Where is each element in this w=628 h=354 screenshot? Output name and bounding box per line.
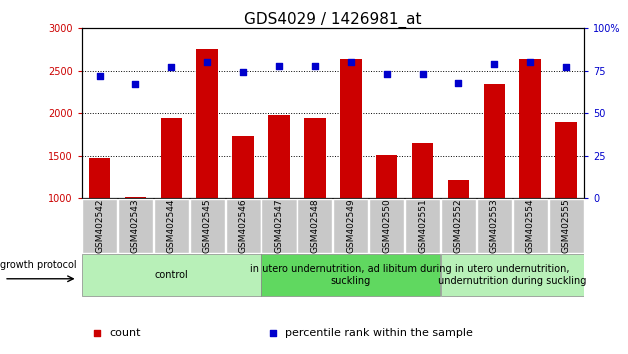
- Text: GSM402544: GSM402544: [167, 199, 176, 253]
- FancyBboxPatch shape: [333, 199, 369, 252]
- FancyBboxPatch shape: [118, 199, 153, 252]
- Bar: [448, 180, 469, 198]
- FancyBboxPatch shape: [477, 199, 512, 252]
- Bar: [197, 49, 218, 198]
- Text: GSM402542: GSM402542: [95, 199, 104, 253]
- FancyBboxPatch shape: [297, 199, 332, 252]
- Point: [202, 59, 212, 65]
- Bar: [304, 118, 326, 198]
- Bar: [232, 136, 254, 198]
- Bar: [268, 115, 290, 198]
- Bar: [484, 84, 505, 198]
- Point: [131, 81, 141, 87]
- FancyBboxPatch shape: [190, 199, 225, 252]
- Point: [525, 59, 535, 65]
- Text: GSM402549: GSM402549: [346, 198, 355, 253]
- Text: GSM402552: GSM402552: [454, 198, 463, 253]
- FancyBboxPatch shape: [441, 254, 583, 297]
- Point: [561, 64, 571, 70]
- Point: [166, 64, 176, 70]
- FancyBboxPatch shape: [82, 199, 117, 252]
- Point: [418, 72, 428, 77]
- Bar: [519, 59, 541, 198]
- Point: [274, 63, 284, 69]
- Text: growth protocol: growth protocol: [0, 261, 77, 270]
- Text: in utero undernutrition, ad libitum during
suckling: in utero undernutrition, ad libitum duri…: [250, 264, 452, 286]
- Point: [465, 169, 475, 175]
- FancyBboxPatch shape: [441, 199, 476, 252]
- FancyBboxPatch shape: [369, 199, 404, 252]
- Text: GSM402555: GSM402555: [561, 198, 571, 253]
- Bar: [412, 143, 433, 198]
- Title: GDS4029 / 1426981_at: GDS4029 / 1426981_at: [244, 12, 421, 28]
- Point: [346, 59, 356, 65]
- Text: GSM402554: GSM402554: [526, 198, 534, 253]
- Text: control: control: [154, 270, 188, 280]
- Text: GSM402547: GSM402547: [274, 198, 283, 253]
- Point: [95, 73, 105, 79]
- FancyBboxPatch shape: [225, 199, 261, 252]
- Text: GSM402551: GSM402551: [418, 198, 427, 253]
- Bar: [340, 59, 362, 198]
- Bar: [376, 155, 398, 198]
- FancyBboxPatch shape: [548, 199, 583, 252]
- Text: percentile rank within the sample: percentile rank within the sample: [285, 328, 473, 338]
- FancyBboxPatch shape: [512, 199, 548, 252]
- Point: [382, 72, 392, 77]
- Text: GSM402548: GSM402548: [310, 198, 320, 253]
- Text: GSM402553: GSM402553: [490, 198, 499, 253]
- Text: GSM402550: GSM402550: [382, 198, 391, 253]
- FancyBboxPatch shape: [261, 254, 440, 297]
- Point: [310, 63, 320, 69]
- Text: GSM402545: GSM402545: [203, 198, 212, 253]
- FancyBboxPatch shape: [405, 199, 440, 252]
- Bar: [125, 196, 146, 198]
- Point: [489, 61, 499, 67]
- Text: GSM402543: GSM402543: [131, 198, 140, 253]
- Text: count: count: [109, 328, 141, 338]
- Text: in utero undernutrition,
undernutrition during suckling: in utero undernutrition, undernutrition …: [438, 264, 587, 286]
- FancyBboxPatch shape: [261, 199, 296, 252]
- Point: [238, 70, 248, 75]
- Bar: [161, 118, 182, 198]
- Bar: [555, 122, 577, 198]
- Text: GSM402546: GSM402546: [239, 198, 247, 253]
- Point: [453, 80, 463, 86]
- FancyBboxPatch shape: [154, 199, 189, 252]
- Bar: [89, 158, 111, 198]
- FancyBboxPatch shape: [82, 254, 261, 297]
